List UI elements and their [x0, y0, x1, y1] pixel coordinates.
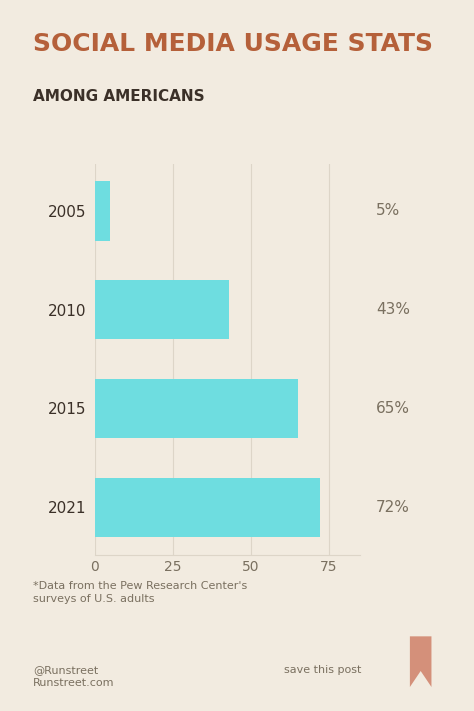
- Text: 65%: 65%: [376, 401, 410, 416]
- Bar: [95, 478, 319, 537]
- Text: save this post: save this post: [284, 665, 362, 675]
- Text: *Data from the Pew Research Center's
surveys of U.S. adults: *Data from the Pew Research Center's sur…: [33, 581, 247, 604]
- Text: 43%: 43%: [376, 302, 410, 317]
- Polygon shape: [410, 636, 431, 687]
- Text: @Runstreet
Runstreet.com: @Runstreet Runstreet.com: [33, 665, 115, 688]
- Text: 72%: 72%: [376, 500, 410, 515]
- Text: AMONG AMERICANS: AMONG AMERICANS: [33, 89, 205, 104]
- Text: SOCIAL MEDIA USAGE STATS: SOCIAL MEDIA USAGE STATS: [33, 32, 433, 56]
- Text: 5%: 5%: [376, 203, 400, 218]
- Bar: [95, 379, 298, 438]
- Bar: [95, 181, 110, 240]
- Bar: [95, 280, 229, 339]
